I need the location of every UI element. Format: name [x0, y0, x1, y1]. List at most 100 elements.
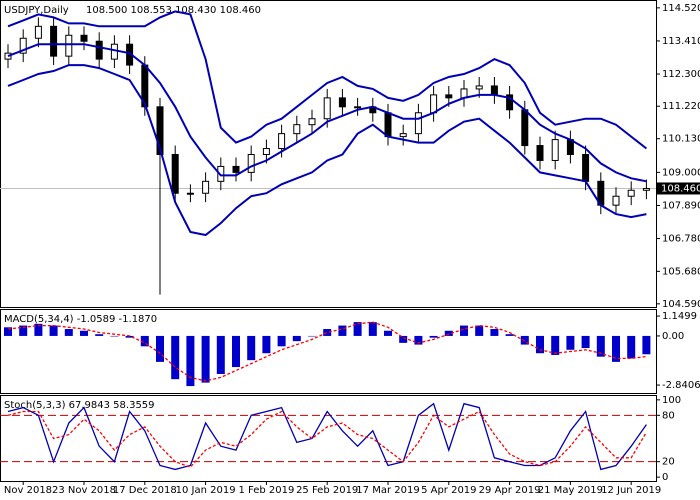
- panel-title: Stoch(5,3,3) 67.9843 58.3559: [4, 400, 155, 411]
- candle-body: [612, 195, 620, 206]
- histogram-bar: [140, 335, 149, 347]
- candle-body: [551, 139, 559, 161]
- candle-body: [642, 187, 650, 191]
- x-tick-label: 21 May 2019: [538, 485, 603, 496]
- candle-body: [110, 43, 118, 60]
- x-tick-label: 25 Feb 2019: [296, 485, 358, 496]
- y-tick-label: 111.220: [662, 101, 700, 112]
- histogram-bar: [95, 334, 104, 336]
- candle-body: [171, 154, 179, 194]
- x-tick-label: 17 Dec 2018: [113, 485, 177, 496]
- histogram-bar: [353, 322, 362, 336]
- histogram-bar: [125, 335, 134, 338]
- histogram-bar: [308, 335, 316, 337]
- histogram-bar: [19, 325, 28, 336]
- last-price-label: 108.460: [661, 183, 700, 194]
- y-tick-label: 1.1499: [662, 311, 697, 322]
- candle-body: [293, 124, 301, 135]
- histogram-bar: [171, 335, 180, 380]
- histogram-bar: [338, 325, 347, 336]
- price-panel: [0, 0, 657, 308]
- y-tick-label: 114.520: [662, 3, 700, 14]
- candle-body: [445, 94, 453, 99]
- x-tick-label: 17 Mar 2019: [356, 485, 419, 496]
- signal-line: [7, 410, 647, 468]
- y-tick-label: 112.300: [662, 69, 700, 80]
- stoch-line: [7, 402, 647, 471]
- candle-body: [308, 118, 316, 126]
- histogram-bar: [49, 325, 58, 336]
- candle-body: [521, 109, 529, 147]
- histogram-bar: [34, 323, 43, 336]
- histogram-bar: [110, 335, 119, 337]
- histogram-bar: [156, 335, 164, 362]
- macd-panel: [0, 309, 657, 394]
- candle-body: [627, 189, 635, 197]
- band: [7, 10, 648, 150]
- candle-body: [186, 192, 194, 195]
- candle-body: [65, 34, 73, 57]
- band: [7, 64, 647, 237]
- candle-body: [19, 37, 27, 54]
- ohlc-label: 108.500 108.553 108.430 108.460: [86, 5, 261, 16]
- stoch-panel: [0, 395, 657, 482]
- candle-body: [414, 112, 422, 135]
- candle-body: [262, 148, 270, 155]
- histogram-bar: [399, 335, 408, 343]
- histogram-bar: [201, 335, 210, 383]
- histogram-bar: [444, 330, 453, 336]
- histogram-bar: [429, 335, 438, 338]
- histogram-bar: [581, 335, 590, 349]
- histogram-bar: [612, 335, 620, 362]
- histogram-bar: [536, 335, 544, 354]
- histogram-bar: [232, 335, 240, 368]
- histogram-bar: [505, 334, 514, 336]
- y-tick-label: 80: [662, 410, 675, 421]
- y-tick-label: 105.680: [662, 266, 700, 277]
- candle-body: [4, 52, 12, 60]
- candle-body: [80, 34, 88, 42]
- x-tick-label: 1 Nov 2018: [0, 485, 52, 496]
- candle-body: [247, 154, 255, 173]
- histogram-bar: [475, 325, 484, 336]
- candle-body: [34, 25, 42, 39]
- histogram-bar: [642, 335, 651, 355]
- x-tick-label: 12 Jun 2019: [601, 485, 661, 496]
- histogram-bar: [566, 335, 575, 350]
- y-tick-label: 100: [662, 395, 681, 406]
- histogram-bar: [384, 330, 392, 336]
- x-tick-label: 23 Nov 2018: [52, 485, 116, 496]
- y-tick-label: 107.890: [662, 200, 700, 211]
- x-tick-label: 5 Apr 2019: [421, 485, 476, 496]
- x-tick-label: 29 Apr 2019: [479, 485, 541, 496]
- candle-body: [278, 133, 286, 150]
- histogram-bar: [551, 335, 560, 355]
- histogram-bar: [490, 329, 499, 336]
- candle-body: [338, 97, 346, 108]
- candle-body: [536, 145, 544, 161]
- histogram-bar: [627, 335, 636, 359]
- histogram-bar: [368, 322, 377, 336]
- candle-body: [490, 85, 498, 96]
- histogram-bar: [292, 335, 301, 342]
- last-price-box: [657, 182, 700, 195]
- histogram-bar: [262, 335, 271, 354]
- histogram-bar: [596, 335, 605, 357]
- panel-title: MACD(5,34,4) -1.0589 -1.1870: [4, 314, 157, 325]
- candle-body: [50, 25, 58, 57]
- y-tick-label: -2.8406: [662, 380, 700, 391]
- y-tick-label: 0.00: [662, 331, 684, 342]
- y-tick-label: 113.410: [662, 36, 700, 47]
- histogram-bar: [323, 329, 332, 336]
- candle-body: [384, 112, 392, 138]
- candle-body: [232, 165, 240, 173]
- histogram-bar: [247, 335, 256, 361]
- x-tick-label: 10 Jan 2019: [176, 485, 236, 496]
- histogram-bar: [186, 335, 195, 387]
- y-tick-label: 109.000: [662, 167, 700, 178]
- candle-body: [156, 106, 164, 155]
- y-tick-label: 104.590: [662, 299, 700, 310]
- x-tick-label: 1 Feb 2019: [238, 485, 294, 496]
- y-tick-label: 110.130: [662, 134, 700, 145]
